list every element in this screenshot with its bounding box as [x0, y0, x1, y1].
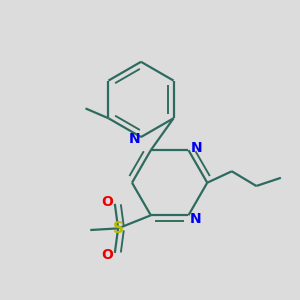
Text: N: N — [190, 212, 202, 226]
Text: O: O — [102, 195, 114, 209]
Text: N: N — [191, 140, 203, 154]
Text: S: S — [112, 221, 124, 236]
Text: N: N — [129, 132, 140, 146]
Text: O: O — [102, 248, 114, 262]
